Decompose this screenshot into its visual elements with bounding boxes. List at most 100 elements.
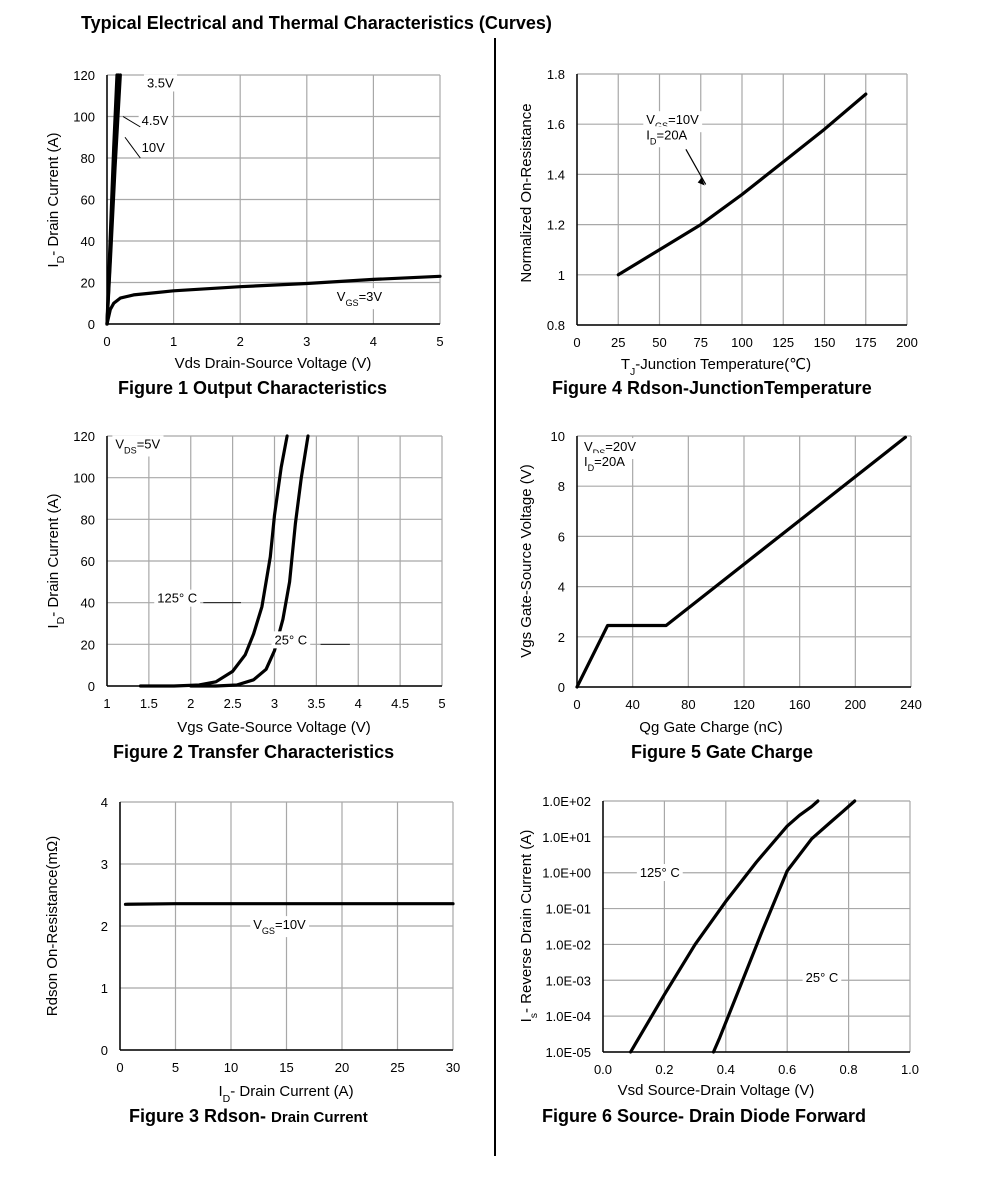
y-tick-label: 1.0E-04 — [545, 1009, 591, 1024]
series-line — [575, 435, 907, 689]
x-tick-label: 1 — [170, 334, 177, 349]
x-tick-label: 30 — [446, 1060, 460, 1075]
plot-area — [603, 801, 910, 1052]
annotation-backing — [802, 969, 842, 987]
x-tick-label: 50 — [652, 335, 666, 350]
caption-fig3-main: Figure 3 Rdson- — [129, 1106, 267, 1126]
x-tick-label: 0 — [573, 335, 580, 350]
annotation-backing — [138, 138, 169, 156]
x-tick-label: 40 — [625, 697, 639, 712]
x-axis-label: Vsd Source-Drain Voltage (V) — [618, 1082, 815, 1099]
x-tick-label: 1.5 — [140, 696, 158, 711]
annotation-backing — [580, 453, 629, 475]
x-tick-label: 160 — [789, 697, 811, 712]
series-line — [123, 902, 455, 906]
y-tick-label: 6 — [558, 529, 565, 544]
y-tick-label: 1.0E+00 — [542, 866, 591, 881]
x-tick-label: 200 — [844, 697, 866, 712]
x-tick-label: 10 — [224, 1060, 238, 1075]
y-tick-label: 1.0E+02 — [542, 794, 591, 809]
x-tick-label: 1 — [103, 696, 110, 711]
y-tick-label: 1.0E-02 — [545, 937, 591, 952]
y-axis-label: Is- Reverse Drain Current (A) — [518, 830, 540, 1023]
y-tick-label: 0 — [88, 317, 95, 332]
caption-fig1: Figure 1 Output Characteristics — [118, 378, 388, 398]
chart-annotation: VGS=3V — [337, 289, 383, 308]
x-tick-label: 4 — [370, 334, 377, 349]
y-tick-label: 0 — [101, 1043, 108, 1058]
x-tick-label: 200 — [896, 335, 918, 350]
y-tick-label: 60 — [81, 193, 95, 208]
chart-annotation: 125° C — [640, 865, 680, 880]
x-tick-label: 20 — [335, 1060, 349, 1075]
y-tick-label: 1.8 — [547, 67, 565, 82]
x-tick-label: 0.0 — [594, 1062, 612, 1077]
y-axis-label: ID- Drain Current (A) — [45, 132, 67, 267]
chart-annotation: 25° C — [806, 970, 839, 985]
x-tick-label: 0.2 — [655, 1062, 673, 1077]
x-tick-label: 240 — [900, 697, 922, 712]
caption-fig3-small: Drain Current — [271, 1109, 368, 1126]
chart-annotation: 125° C — [157, 591, 197, 606]
y-tick-label: 40 — [81, 234, 95, 249]
chart-transfer-characteristics: 1 1.5 2 2.5 3 3.5 4 4.5 5 0 20 40 60 80 100 120 Vgs Gate… — [45, 429, 446, 736]
x-axis-label: Vgs Gate-Source Voltage (V) — [177, 719, 370, 736]
chart-annotation: VGS=10V — [646, 112, 699, 131]
x-tick-label: 2.5 — [224, 696, 242, 711]
x-axis-label: TJ-Junction Temperature(℃) — [621, 356, 811, 378]
annotation-backing — [333, 288, 386, 310]
y-tick-label: 4 — [101, 795, 108, 810]
y-tick-label: 120 — [73, 429, 95, 444]
x-tick-label: 175 — [855, 335, 877, 350]
x-tick-label: 0 — [103, 334, 110, 349]
annotation-backing — [138, 111, 172, 129]
x-tick-label: 3.5 — [307, 696, 325, 711]
chart-output-characteristics: 0 1 2 3 4 5 0 20 40 60 80 100 120 Vds Drain-Source Vo… — [45, 68, 444, 372]
y-tick-label: 1.0E-05 — [545, 1045, 591, 1060]
annotation-backing — [143, 74, 178, 92]
x-tick-label: 5 — [172, 1060, 179, 1075]
chart-rdson-drain-current: 0 5 10 15 20 25 30 0 1 2 3 4 ID- Drain Current (A) Rd… — [44, 795, 460, 1105]
x-axis-label: Qg Gate Charge (nC) — [639, 719, 782, 736]
y-tick-label: 20 — [81, 637, 95, 652]
y-tick-label: 100 — [73, 110, 95, 125]
x-tick-label: 4 — [355, 696, 362, 711]
annotation-backing — [271, 631, 311, 649]
chart-annotation: 4.5V — [142, 113, 169, 128]
chart-annotation: VDS=20V — [584, 439, 636, 458]
x-tick-label: 125 — [772, 335, 794, 350]
y-tick-label: 1.2 — [547, 218, 565, 233]
x-tick-label: 3 — [303, 334, 310, 349]
leader-line — [124, 136, 141, 159]
y-tick-label: 1.0E-03 — [545, 973, 591, 988]
annotation-backing — [636, 864, 683, 882]
x-tick-label: 15 — [279, 1060, 293, 1075]
y-tick-label: 0 — [558, 680, 565, 695]
caption-fig4: Figure 4 Rdson-JunctionTemperature — [552, 378, 872, 398]
y-tick-label: 10 — [551, 429, 565, 444]
y-tick-label: 80 — [81, 151, 95, 166]
x-tick-label: 100 — [731, 335, 753, 350]
y-axis-label: Rdson On-Resistance(mΩ) — [44, 836, 61, 1016]
y-tick-label: 80 — [81, 512, 95, 527]
y-axis-label: ID- Drain Current (A) — [45, 493, 67, 628]
x-tick-label: 0.4 — [717, 1062, 735, 1077]
x-axis-label: Vds Drain-Source Voltage (V) — [175, 355, 372, 372]
chart-annotation: VDS=5V — [115, 437, 160, 456]
x-axis-label: ID- Drain Current (A) — [218, 1083, 353, 1105]
chart-rdson-junction-temperature: 0 25 50 75 100 125 150 175 200 0.8 1 1.2 1.4 1.6 1.8 TJ… — [518, 67, 918, 378]
y-tick-label: 1.6 — [547, 117, 565, 132]
y-tick-label: 1.4 — [547, 167, 565, 182]
annotation-backing — [250, 916, 310, 938]
y-axis-label: Vgs Gate-Source Voltage (V) — [518, 464, 535, 657]
annotation-backing — [112, 435, 164, 457]
y-tick-label: 4 — [558, 580, 565, 595]
caption-fig6: Figure 6 Source- Drain Diode Forward — [542, 1106, 867, 1126]
y-tick-label: 1.0E+01 — [542, 830, 591, 845]
y-tick-label: 100 — [73, 471, 95, 486]
y-tick-label: 40 — [81, 596, 95, 611]
x-tick-label: 120 — [733, 697, 755, 712]
x-tick-label: 2 — [187, 696, 194, 711]
caption-fig2: Figure 2 Transfer Characteristics — [113, 742, 395, 762]
y-axis-label: Normalized On-Resistance — [518, 103, 535, 282]
